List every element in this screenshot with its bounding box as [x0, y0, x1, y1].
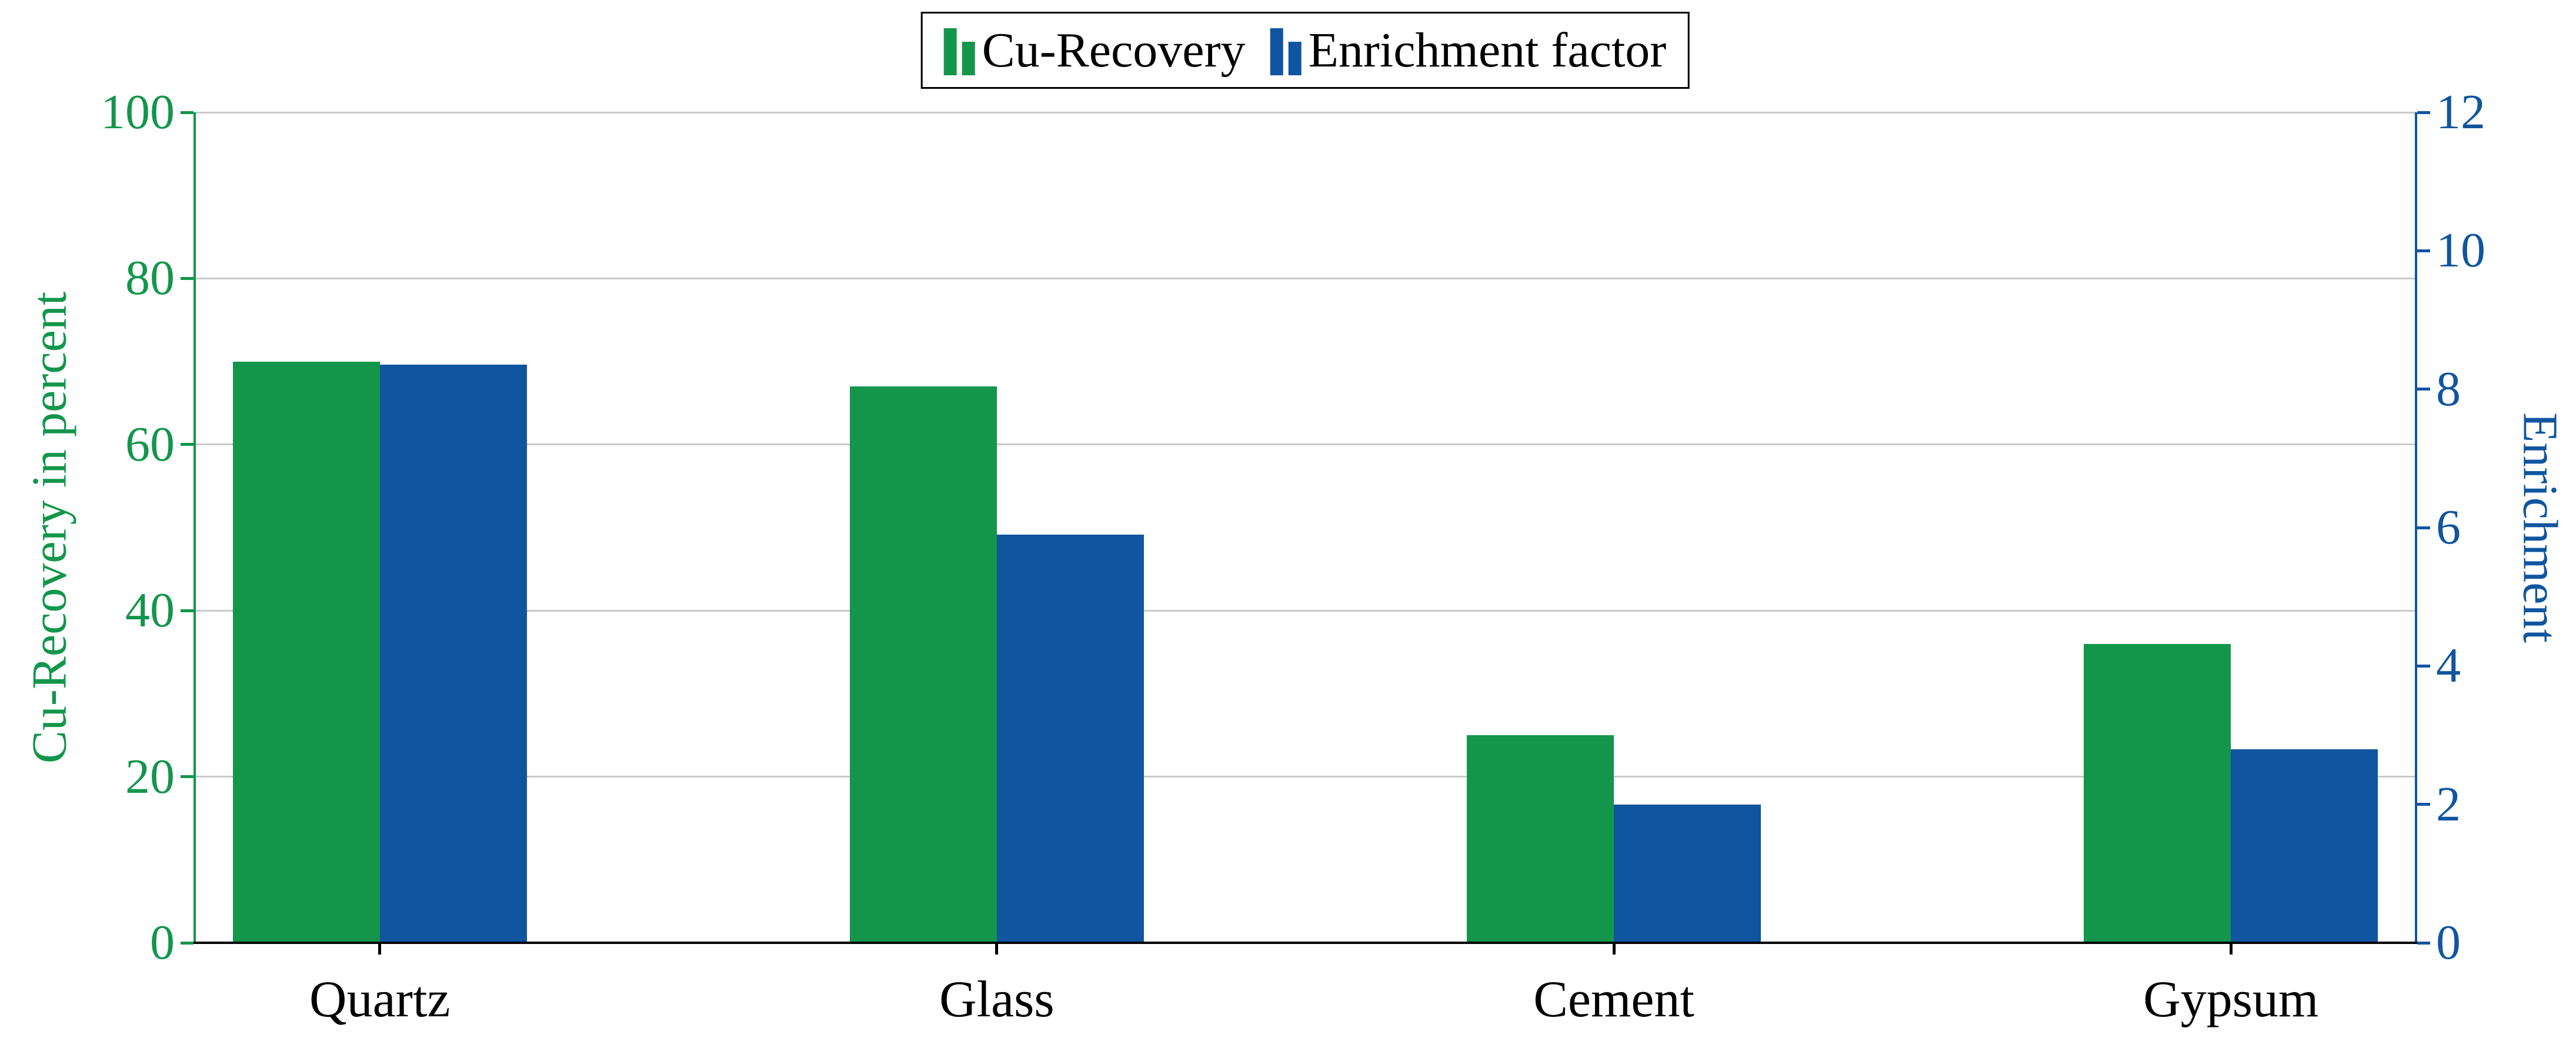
- right-axis-line: [2415, 112, 2417, 944]
- left-axis-title: Cu-Recovery in percent: [22, 291, 77, 764]
- bar-cu-recovery: [1467, 735, 1614, 943]
- left-axis-tick-label: 40: [125, 583, 175, 638]
- legend-bar-marker-icon: [1270, 26, 1302, 75]
- right-axis-tick: [2417, 111, 2430, 114]
- left-axis-tick-label: 80: [125, 251, 175, 306]
- gridline: [195, 277, 2416, 279]
- left-axis-tick-label: 0: [150, 915, 175, 970]
- gridline: [195, 776, 2416, 778]
- right-axis-tick-label: 6: [2436, 500, 2461, 555]
- right-axis-tick-label: 2: [2436, 776, 2461, 832]
- bar-enrichment-factor: [996, 534, 1144, 943]
- left-axis-tick-label: 60: [125, 416, 175, 472]
- legend-bar-marker-icon: [943, 26, 975, 75]
- x-tick: [2229, 943, 2233, 955]
- legend-label: Enrichment factor: [1308, 23, 1667, 78]
- gridline: [195, 111, 2416, 114]
- left-axis-tick: [181, 775, 193, 779]
- x-tick: [378, 943, 382, 955]
- right-axis-tick: [2417, 803, 2430, 806]
- left-axis-tick: [181, 443, 193, 446]
- right-axis-tick-label: 10: [2436, 223, 2485, 278]
- category-label: Cement: [1533, 971, 1694, 1028]
- left-axis-tick: [181, 111, 193, 114]
- left-axis-tick-label: 100: [101, 85, 175, 139]
- category-label: Quartz: [309, 971, 451, 1028]
- gridline: [195, 443, 2416, 446]
- legend-item: Cu-Recovery: [943, 22, 1246, 79]
- bar-cu-recovery: [232, 361, 380, 943]
- legend-item: Enrichment factor: [1270, 22, 1667, 79]
- bar-enrichment-factor: [1614, 804, 1761, 943]
- left-axis-tick: [181, 276, 193, 280]
- right-axis-tick-label: 4: [2436, 638, 2461, 693]
- left-axis-tick-label: 20: [125, 749, 175, 804]
- right-axis-tick: [2417, 388, 2430, 391]
- right-axis-tick-label: 12: [2436, 85, 2485, 139]
- gridline: [195, 609, 2416, 612]
- bar-cu-recovery: [2084, 643, 2231, 943]
- left-axis-tick: [181, 609, 193, 612]
- right-axis-tick-label: 8: [2436, 361, 2461, 416]
- bar-enrichment-factor: [379, 365, 527, 943]
- right-axis-tick: [2417, 249, 2430, 252]
- right-axis-tick-label: 0: [2436, 915, 2461, 970]
- right-axis-tick: [2417, 941, 2430, 945]
- category-label: Gypsum: [2143, 971, 2319, 1028]
- x-tick: [1612, 943, 1616, 955]
- bar-cu-recovery: [849, 386, 997, 943]
- left-axis-line: [193, 112, 196, 944]
- x-tick: [995, 943, 999, 955]
- right-axis-tick: [2417, 664, 2430, 668]
- legend-label: Cu-Recovery: [982, 23, 1246, 78]
- legend: Cu-Recovery Enrichment factor: [920, 12, 1690, 89]
- bar-enrichment-factor: [2231, 749, 2378, 943]
- x-axis-line: [193, 942, 2417, 944]
- left-axis-tick: [181, 941, 193, 945]
- category-label: Glass: [939, 971, 1055, 1028]
- right-axis-tick: [2417, 526, 2430, 529]
